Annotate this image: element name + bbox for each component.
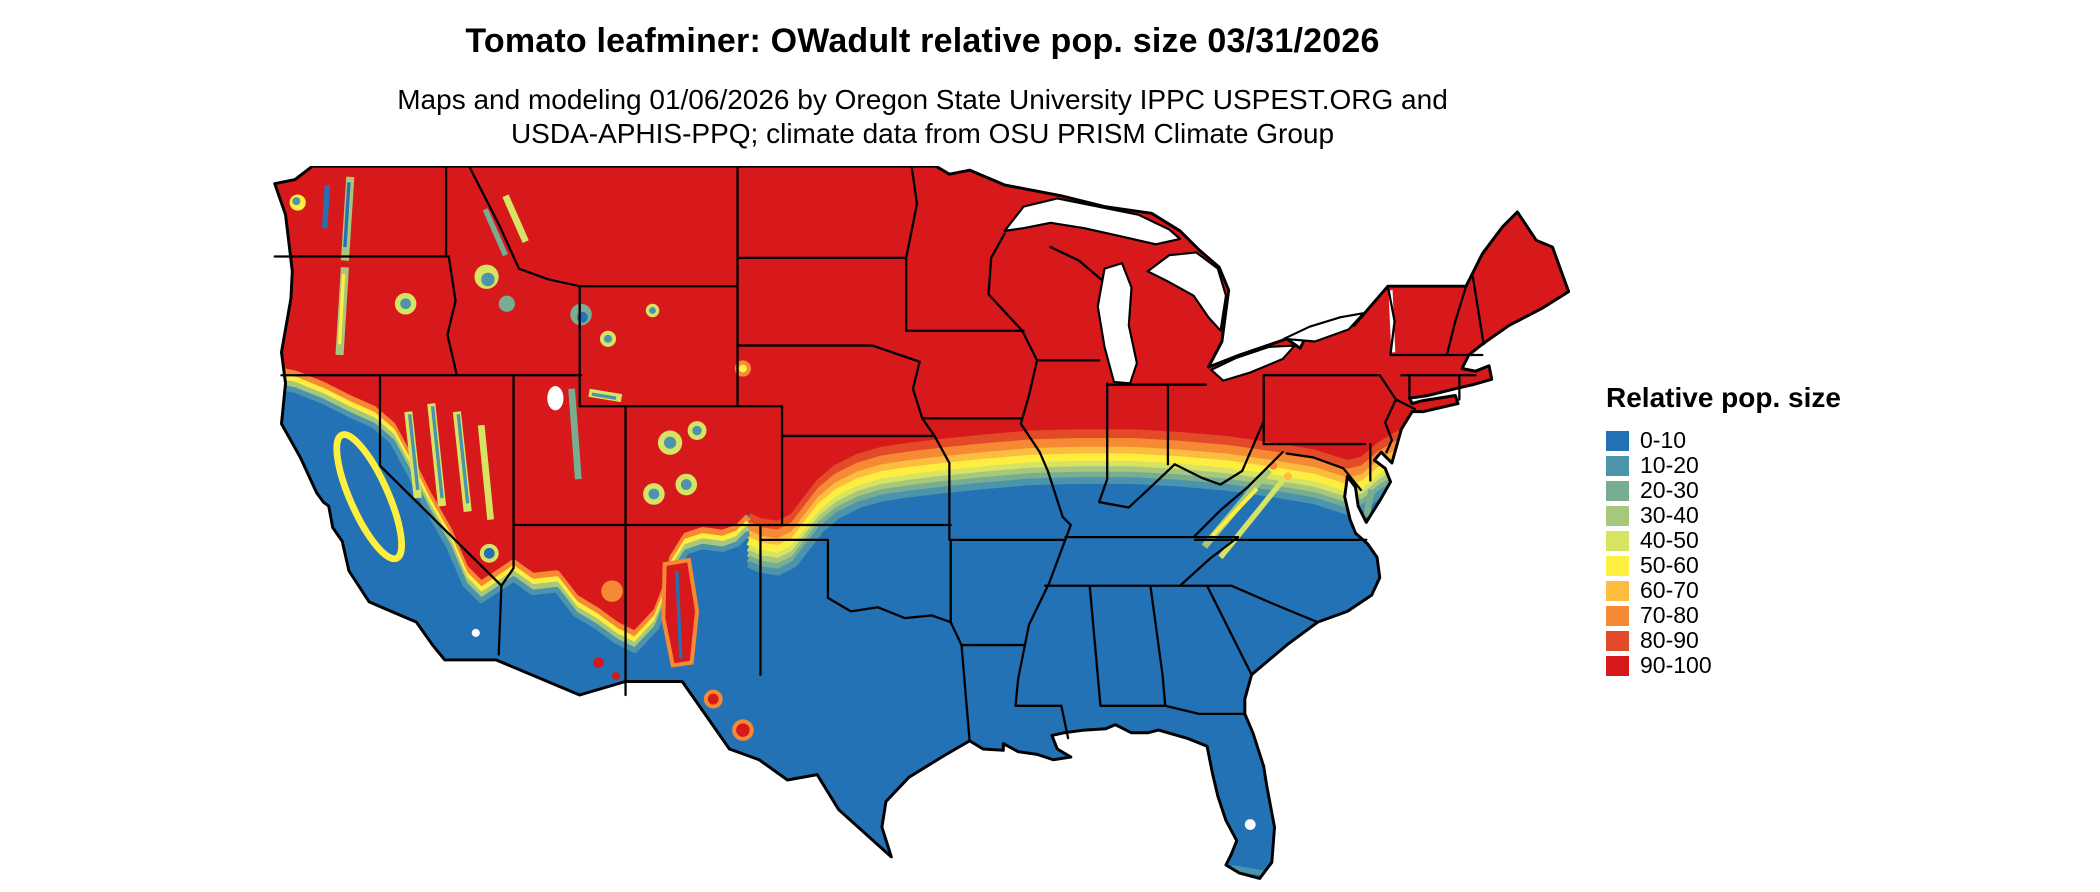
great-lakes: [1003, 197, 1365, 385]
legend-label: 0-10: [1640, 427, 1687, 453]
legend-item: 70-80: [1606, 603, 1906, 628]
legend: Relative pop. size 0-10 10-20 20-30 30-40 40…: [1606, 382, 1906, 678]
legend-item: 20-30: [1606, 478, 1906, 503]
lake-huron: [1146, 251, 1228, 332]
map-canvas: [268, 166, 1570, 884]
legend-label: 60-70: [1640, 577, 1699, 603]
us-choropleth-map: [273, 166, 1570, 880]
us-border-outline: [273, 166, 1570, 880]
legend-swatch: [1606, 580, 1629, 601]
legend-item: 90-100: [1606, 653, 1906, 678]
legend-title: Relative pop. size: [1606, 382, 1841, 413]
legend-item: 60-70: [1606, 578, 1906, 603]
legend-item: 40-50: [1606, 528, 1906, 553]
lake-superior: [1003, 197, 1182, 246]
legend-swatch: [1606, 430, 1629, 451]
lake-erie: [1210, 344, 1296, 382]
legend-swatch: [1606, 455, 1629, 476]
great-salt-lake: [547, 386, 564, 411]
legend-items: 0-10 10-20 20-30 30-40 40-50 50-60 60-70 70-80 8…: [1606, 428, 1906, 678]
lake-okeechobee: [1244, 819, 1256, 830]
mountain-details: [289, 176, 1375, 876]
legend-label: 80-90: [1640, 627, 1699, 653]
legend-item: 30-40: [1606, 503, 1906, 528]
legend-item: 0-10: [1606, 428, 1906, 453]
legend-swatch: [1606, 605, 1629, 626]
page-subtitle-line1: Maps and modeling 01/06/2026 by Oregon S…: [397, 84, 1448, 115]
page-title: Tomato leafminer: OWadult relative pop. …: [465, 22, 1380, 60]
page-subtitle-line2: USDA-APHIS-PPQ; climate data from OSU PR…: [510, 118, 1335, 149]
lake-ontario: [1282, 312, 1365, 343]
legend-label: 20-30: [1640, 477, 1699, 503]
legend-swatch: [1606, 505, 1629, 526]
legend-swatch: [1606, 480, 1629, 501]
legend-item: 10-20: [1606, 453, 1906, 478]
legend-item: 80-90: [1606, 628, 1906, 653]
lake-michigan: [1096, 262, 1138, 385]
legend-swatch: [1606, 530, 1629, 551]
legend-item: 50-60: [1606, 553, 1906, 578]
legend-label: 30-40: [1640, 502, 1699, 528]
legend-label: 90-100: [1640, 652, 1712, 678]
legend-label: 50-60: [1640, 552, 1699, 578]
legend-swatch: [1606, 655, 1629, 676]
state-borders: [273, 166, 1485, 743]
legend-swatch: [1606, 555, 1629, 576]
salton-sea: [471, 628, 480, 637]
legend-label: 40-50: [1640, 527, 1699, 553]
legend-label: 70-80: [1640, 602, 1699, 628]
legend-label: 10-20: [1640, 452, 1699, 478]
legend-swatch: [1606, 630, 1629, 651]
